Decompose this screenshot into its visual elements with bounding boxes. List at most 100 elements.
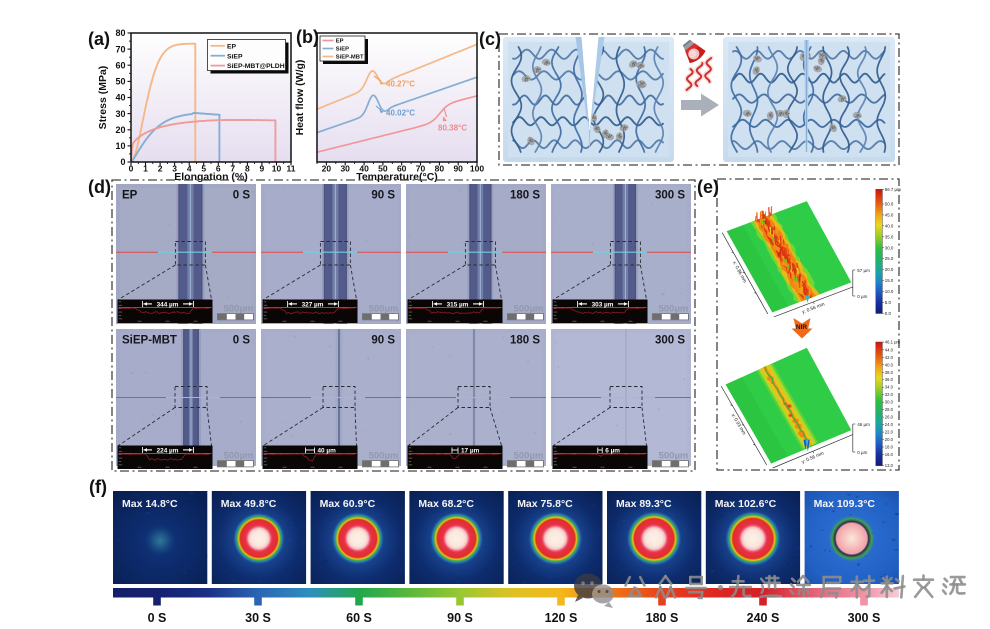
svg-text:90 S: 90 S (371, 190, 395, 202)
svg-text:40.0: 40.0 (885, 223, 894, 228)
svg-text:90 S: 90 S (447, 611, 473, 625)
svg-text:344 µm: 344 µm (157, 301, 179, 308)
svg-text:40.27°C: 40.27°C (386, 80, 415, 89)
svg-text:180 S: 180 S (646, 611, 679, 625)
svg-text:0: 0 (129, 163, 134, 173)
svg-text:50: 50 (378, 163, 388, 173)
svg-text:57 µm: 57 µm (857, 268, 870, 273)
svg-text:40.0: 40.0 (885, 362, 894, 367)
svg-text:0 S: 0 S (233, 335, 251, 347)
svg-text:4: 4 (187, 163, 192, 173)
svg-text:26.0: 26.0 (885, 415, 894, 420)
svg-text:(d): (d) (88, 177, 111, 197)
svg-text:Heat flow (W/g): Heat flow (W/g) (294, 60, 306, 136)
svg-text:180 S: 180 S (510, 190, 540, 202)
svg-text:0: 0 (120, 157, 125, 167)
svg-text:315 µm: 315 µm (447, 301, 469, 308)
svg-text:500µm: 500µm (514, 451, 544, 462)
svg-text:(a): (a) (88, 29, 110, 49)
svg-text:(b): (b) (296, 27, 319, 47)
svg-text:6 µm: 6 µm (605, 448, 620, 455)
svg-text:30: 30 (340, 163, 350, 173)
svg-text:80: 80 (115, 28, 125, 38)
svg-text:13.0: 13.0 (885, 463, 894, 468)
svg-text:46.1 µm: 46.1 µm (885, 340, 901, 345)
svg-text:16.0: 16.0 (885, 452, 894, 457)
svg-text:Max 14.8°C: Max 14.8°C (122, 498, 178, 510)
svg-text:60: 60 (397, 163, 407, 173)
svg-text:Max 109.3°C: Max 109.3°C (814, 498, 876, 510)
svg-text:500µm: 500µm (224, 304, 254, 315)
svg-text:5.0: 5.0 (885, 300, 892, 305)
svg-text:9: 9 (260, 163, 265, 173)
svg-text:Max 49.8°C: Max 49.8°C (221, 498, 277, 510)
svg-text:56.7 µm: 56.7 µm (885, 187, 901, 192)
svg-text:EP: EP (122, 190, 138, 202)
svg-text:300 S: 300 S (848, 611, 881, 625)
svg-text:80.38°C: 80.38°C (438, 124, 467, 133)
svg-text:SiEP-MBT@PLDH: SiEP-MBT@PLDH (227, 63, 285, 70)
svg-text:15.0: 15.0 (885, 278, 894, 283)
svg-text:90: 90 (453, 163, 463, 173)
svg-text:2: 2 (158, 163, 163, 173)
svg-text:7: 7 (230, 163, 235, 173)
svg-text:30.0: 30.0 (885, 400, 894, 405)
svg-text:40: 40 (359, 163, 369, 173)
svg-text:500µm: 500µm (659, 451, 689, 462)
svg-text:NIR: NIR (796, 324, 808, 331)
svg-text:120 S: 120 S (545, 611, 578, 625)
svg-text:70: 70 (115, 44, 125, 54)
svg-text:500µm: 500µm (369, 304, 399, 315)
svg-text:500µm: 500µm (369, 451, 399, 462)
svg-text:60: 60 (115, 61, 125, 71)
svg-text:SiEP-MBT: SiEP-MBT (122, 335, 177, 347)
svg-text:SiEP: SiEP (227, 53, 243, 60)
svg-text:Stress (MPa): Stress (MPa) (97, 66, 109, 130)
svg-text:1: 1 (143, 163, 148, 173)
svg-text:8: 8 (245, 163, 250, 173)
svg-text:303 µm: 303 µm (592, 301, 614, 308)
svg-text:40: 40 (115, 93, 125, 103)
svg-text:10: 10 (272, 163, 282, 173)
svg-text:46 µm: 46 µm (857, 422, 870, 427)
svg-text:40 µm: 40 µm (318, 448, 337, 455)
svg-text:90 S: 90 S (371, 335, 395, 347)
svg-text:0 S: 0 S (233, 190, 251, 202)
svg-text:10: 10 (115, 141, 125, 151)
svg-text:Temperature(°C): Temperature(°C) (356, 171, 438, 183)
svg-text:44.0: 44.0 (885, 347, 894, 352)
svg-text:20.0: 20.0 (885, 437, 894, 442)
svg-text:180 S: 180 S (510, 335, 540, 347)
svg-text:34.0: 34.0 (885, 385, 894, 390)
svg-text:30: 30 (115, 109, 125, 119)
svg-text:500µm: 500µm (659, 304, 689, 315)
svg-text:60 S: 60 S (346, 611, 372, 625)
svg-text:EP: EP (227, 43, 237, 50)
svg-text:11: 11 (287, 163, 296, 173)
svg-text:38.0: 38.0 (885, 370, 894, 375)
svg-text:80: 80 (435, 163, 445, 173)
svg-text:(c): (c) (479, 29, 501, 49)
svg-text:22.0: 22.0 (885, 430, 894, 435)
svg-text:25.0: 25.0 (885, 256, 894, 261)
svg-text:Max 102.6°C: Max 102.6°C (715, 498, 777, 510)
svg-text:327 µm: 327 µm (302, 301, 324, 308)
svg-text:(f): (f) (89, 477, 107, 497)
svg-text:24.0: 24.0 (885, 422, 894, 427)
svg-text:40.02°C: 40.02°C (386, 109, 415, 118)
svg-text:28.0: 28.0 (885, 407, 894, 412)
svg-text:(e): (e) (697, 177, 719, 197)
svg-text:35.0: 35.0 (885, 234, 894, 239)
svg-text:Max 68.2°C: Max 68.2°C (418, 498, 474, 510)
svg-text:30.0: 30.0 (885, 245, 894, 250)
svg-text:10.0: 10.0 (885, 289, 894, 294)
svg-text:0 µm: 0 µm (857, 294, 867, 299)
svg-text:0 S: 0 S (148, 611, 167, 625)
svg-text:20: 20 (322, 163, 332, 173)
svg-text:300 S: 300 S (655, 335, 685, 347)
svg-text:17 µm: 17 µm (461, 448, 480, 455)
svg-text:Max 89.3°C: Max 89.3°C (616, 498, 672, 510)
svg-text:EP: EP (336, 39, 344, 45)
svg-text:42.0: 42.0 (885, 355, 894, 360)
svg-text:3: 3 (172, 163, 177, 173)
